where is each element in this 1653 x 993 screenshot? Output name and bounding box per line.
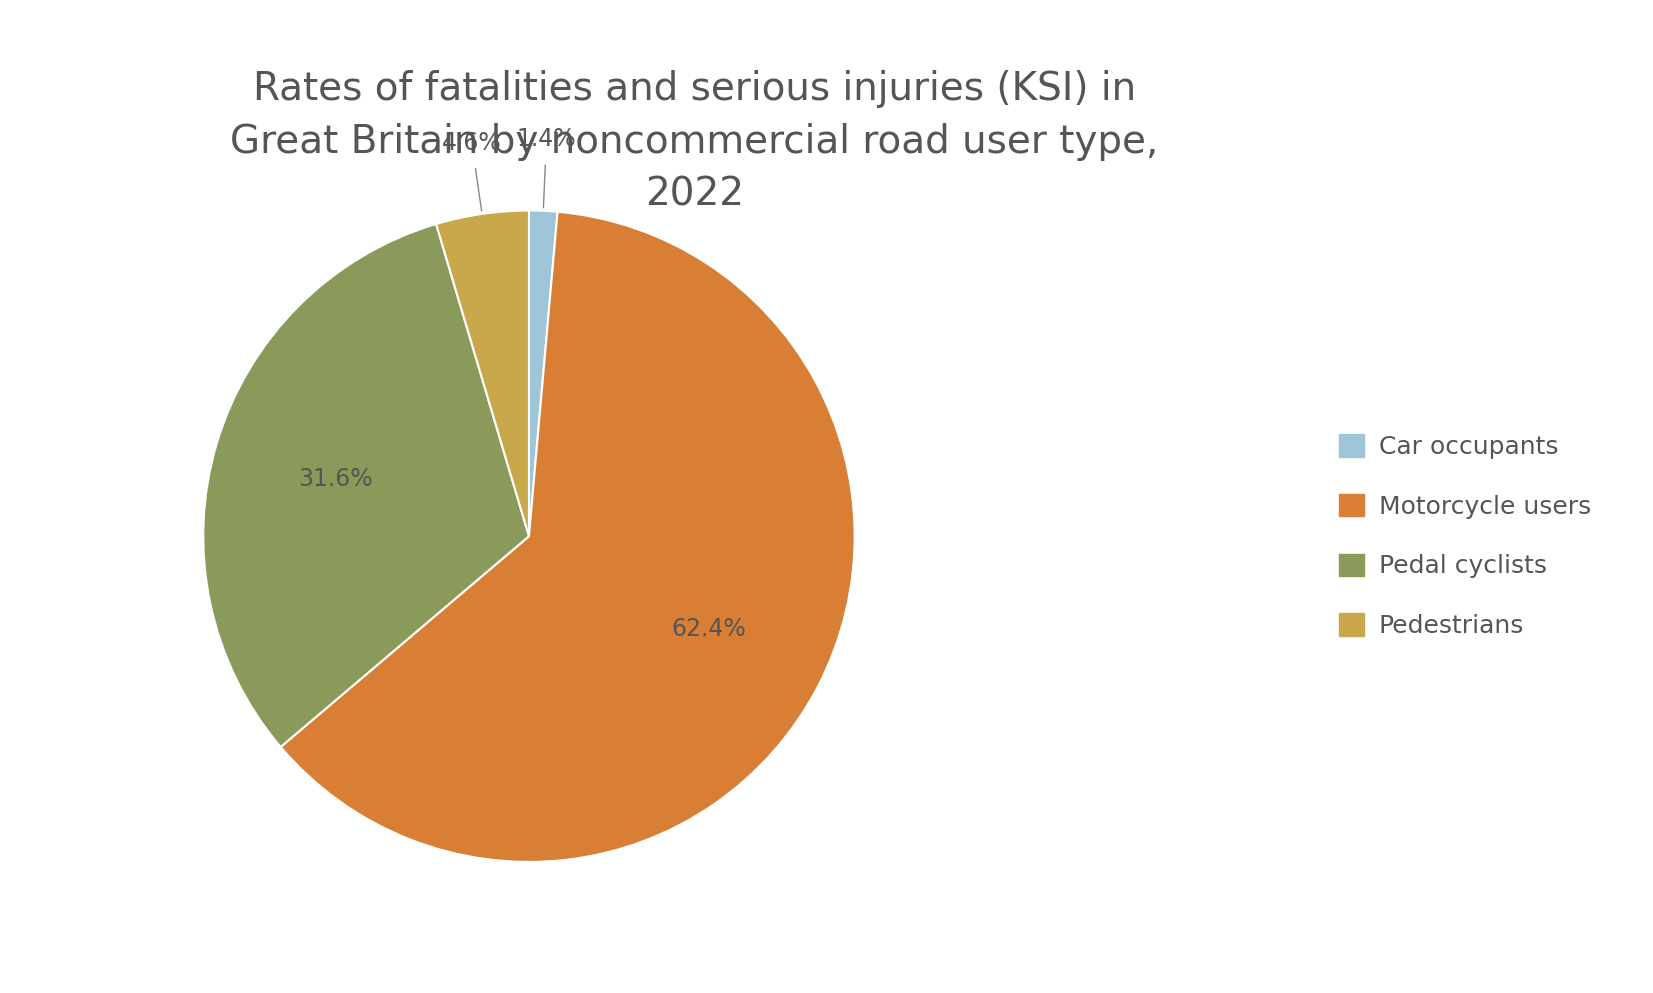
Legend: Car occupants, Motorcycle users, Pedal cyclists, Pedestrians: Car occupants, Motorcycle users, Pedal c… (1339, 434, 1590, 638)
Wedge shape (436, 211, 529, 536)
Text: 4.6%: 4.6% (441, 131, 501, 155)
Wedge shape (529, 211, 557, 536)
Text: 31.6%: 31.6% (298, 467, 372, 491)
Text: 62.4%: 62.4% (671, 617, 746, 641)
Wedge shape (281, 212, 855, 862)
Wedge shape (203, 224, 529, 747)
Text: Rates of fatalities and serious injuries (KSI) in
Great Britain by noncommercial: Rates of fatalities and serious injuries… (230, 70, 1159, 213)
Text: 1.4%: 1.4% (517, 127, 577, 151)
